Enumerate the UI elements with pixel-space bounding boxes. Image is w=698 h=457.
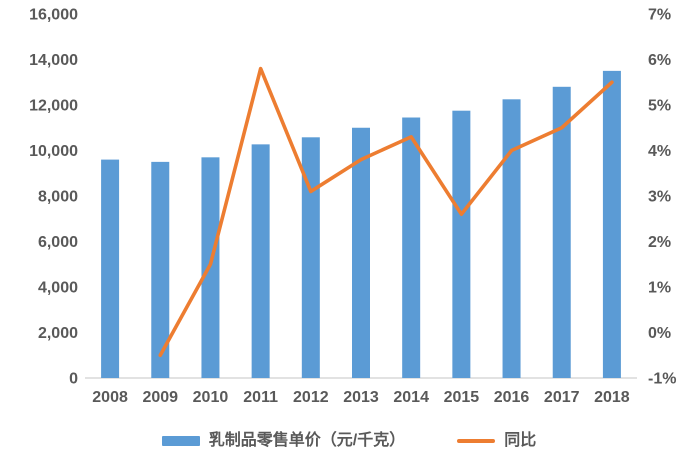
combo-chart: 16,000 14,000 12,000 10,000 8,000 6,000 4,000 2… — [29, 7, 676, 407]
bar-2012 — [301, 137, 320, 378]
line-series-legend-label: 同比 — [504, 432, 537, 449]
right-axis-tick-label: 3% — [648, 189, 671, 206]
bar-2008 — [101, 159, 120, 378]
left-axis-tick-label: 2,000 — [38, 325, 78, 342]
x-axis-label-2013: 2013 — [343, 389, 379, 406]
left-axis-tick-label: 14,000 — [29, 52, 78, 69]
right-axis-tick-label: 6% — [648, 52, 671, 69]
bar-2015 — [452, 110, 471, 378]
x-axis-label-2016: 2016 — [494, 389, 530, 406]
bar-2016 — [502, 99, 521, 378]
right-axis-tick-label: 7% — [648, 7, 671, 24]
left-axis-tick-label: 6,000 — [38, 234, 78, 251]
right-axis-tick-label: 5% — [648, 98, 671, 115]
x-axis-label-2008: 2008 — [92, 389, 128, 406]
chart-legend: 乳制品零售单价（元/千克） 同比 — [0, 433, 698, 449]
x-axis-label-2018: 2018 — [594, 389, 630, 406]
right-axis-tick-label: 2% — [648, 234, 671, 251]
yoy-line — [158, 66, 614, 358]
x-axis-label-2012: 2012 — [293, 389, 329, 406]
x-axis-label-2015: 2015 — [444, 389, 480, 406]
left-axis-tick-label: 8,000 — [38, 189, 78, 206]
line-series-swatch-icon — [457, 438, 496, 444]
x-axis-label-2014: 2014 — [393, 389, 429, 406]
bar-2013 — [352, 127, 370, 378]
left-axis-tick-label: 0 — [69, 371, 78, 388]
bar-series-legend-label: 乳制品零售单价（元/千克） — [208, 432, 406, 449]
left-axis-tick-label: 10,000 — [29, 143, 78, 160]
right-axis-tick-label: -1% — [648, 371, 676, 388]
left-axis-tick-label: 16,000 — [29, 7, 78, 24]
legend-item-line-series: 同比 — [457, 433, 536, 449]
x-axis-label-2010: 2010 — [193, 389, 229, 406]
right-axis-tick-label: 4% — [648, 143, 671, 160]
legend-item-bar-series: 乳制品零售单价（元/千克） — [161, 432, 406, 449]
left-axis-tick-label: 12,000 — [29, 98, 78, 115]
right-axis-tick-label: 0% — [648, 325, 671, 342]
x-axis-label-2017: 2017 — [544, 389, 580, 406]
bar-2014 — [402, 117, 421, 378]
bar-series-swatch-icon — [161, 436, 200, 446]
x-axis-label-2011: 2011 — [243, 389, 278, 406]
right-axis-tick-label: 1% — [648, 280, 671, 297]
bar-2018 — [602, 70, 621, 378]
left-axis-tick-label: 4,000 — [38, 280, 78, 297]
x-axis-label-2009: 2009 — [142, 389, 178, 406]
bar-2009 — [151, 161, 170, 378]
bar-2011 — [251, 144, 270, 378]
bar-2017 — [552, 86, 571, 379]
